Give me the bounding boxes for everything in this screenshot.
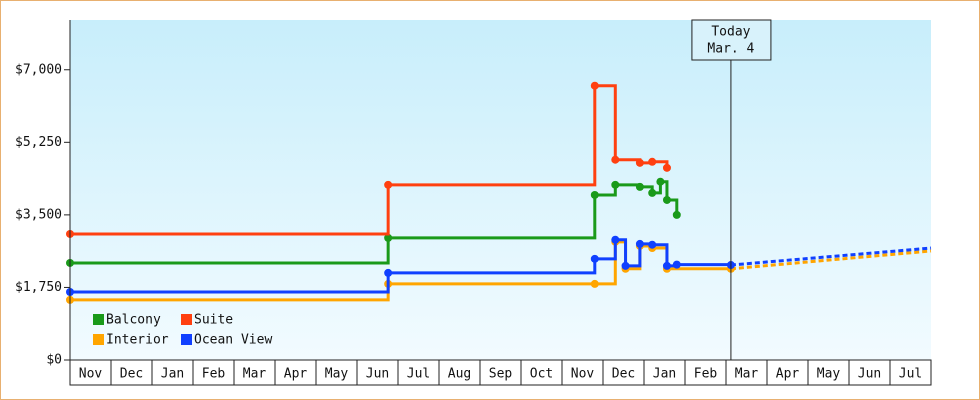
legend-swatch [181, 334, 192, 345]
forecast-line [730, 246, 932, 267]
legend-swatch [93, 334, 104, 345]
point [662, 195, 671, 204]
legend-label: Suite [194, 313, 233, 328]
x-tick-label: Nov [571, 367, 595, 382]
x-tick-label: Dec [612, 367, 635, 382]
point [672, 260, 681, 269]
x-tick-label: Jan [653, 367, 676, 382]
x-tick-label: Apr [284, 367, 308, 382]
point [590, 190, 599, 199]
today-box [691, 19, 772, 61]
point [590, 279, 599, 288]
y-tick-label: $7,000 [15, 62, 62, 77]
x-tick-label: Dec [120, 367, 143, 382]
point [621, 261, 630, 270]
point [384, 233, 393, 242]
x-tick-label: May [325, 367, 349, 382]
x-tick-label: Nov [79, 367, 103, 382]
x-tick-label: Aug [448, 367, 471, 382]
forecast-line [730, 249, 932, 271]
annotation-text: Today [711, 25, 750, 40]
point [611, 155, 620, 164]
point [384, 268, 393, 277]
point [384, 180, 393, 189]
legend-swatch [93, 314, 104, 325]
x-tick-label: Sep [489, 367, 513, 382]
legend-swatch [181, 314, 192, 325]
point [611, 235, 620, 244]
point [648, 157, 657, 166]
point [648, 188, 657, 197]
point [672, 210, 681, 219]
x-tick-label: Jan [161, 367, 184, 382]
point [662, 261, 671, 270]
annotation-text: Mar. 4 [707, 42, 754, 57]
plot-area [70, 20, 931, 360]
y-tick-label: $3,500 [15, 207, 62, 222]
point [635, 239, 644, 248]
x-tick-label: Feb [694, 367, 718, 382]
point [662, 163, 671, 172]
point [648, 240, 657, 249]
x-tick-label: Feb [202, 367, 226, 382]
x-tick-label: Jul [407, 367, 430, 382]
point [590, 254, 599, 263]
point [656, 177, 665, 186]
y-tick-label: $1,750 [15, 280, 62, 295]
legend-label: Interior [106, 333, 169, 348]
point [635, 158, 644, 167]
point [590, 81, 599, 90]
y-tick-label: $0 [46, 353, 62, 368]
x-tick-label: May [817, 367, 841, 382]
point [635, 182, 644, 191]
x-tick-label: Oct [530, 367, 553, 382]
x-tick-label: Mar [243, 367, 267, 382]
x-tick-label: Jun [366, 367, 389, 382]
x-tick-label: Jul [899, 367, 922, 382]
y-tick-label: $5,250 [15, 135, 62, 150]
x-tick-label: Mar [735, 367, 759, 382]
legend-label: Balcony [106, 313, 161, 328]
x-tick-label: Apr [776, 367, 800, 382]
legend-label: Ocean View [194, 333, 272, 348]
point [611, 180, 620, 189]
x-axis-box [69, 359, 932, 386]
x-tick-label: Jun [858, 367, 881, 382]
